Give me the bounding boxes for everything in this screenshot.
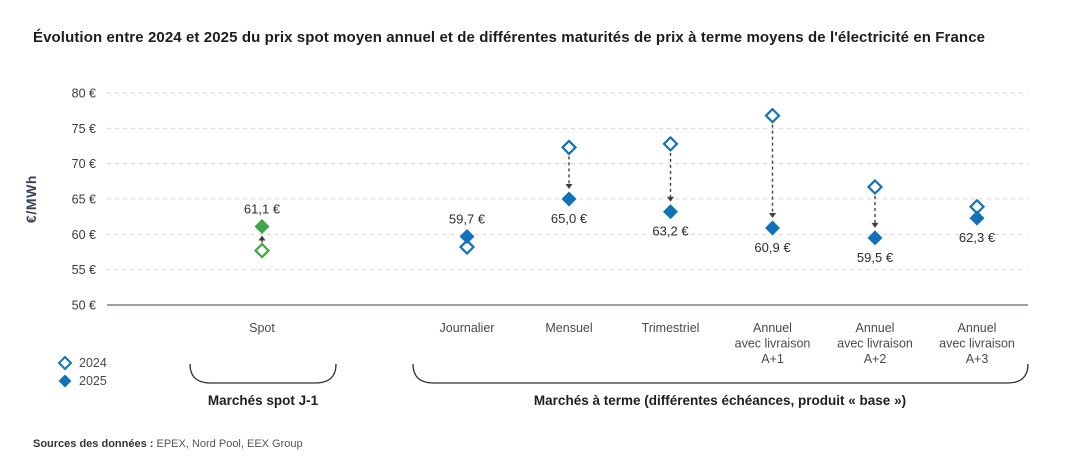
source-label: Sources des données :	[33, 438, 154, 450]
open-diamond-icon	[58, 356, 72, 370]
spot-group-label: Marchés spot J-1	[207, 393, 319, 408]
category-label: A+1	[761, 352, 784, 366]
value-label: 59,7 €	[449, 211, 486, 226]
arrowhead-down-icon	[667, 196, 674, 202]
category-label: avec livraison	[837, 337, 913, 351]
y-tick-label-50: 50 €	[72, 299, 96, 313]
y-tick-label-80: 80 €	[72, 87, 96, 101]
arrowhead-down-icon	[871, 222, 879, 228]
category-label: Mensuel	[545, 321, 592, 335]
y-tick-label-60: 60 €	[72, 228, 96, 242]
value-label: 61,1 €	[244, 202, 281, 217]
marker-2025-filled-diamond	[561, 191, 577, 207]
marker-2024-open-diamond	[662, 135, 679, 152]
category-label: A+3	[966, 352, 989, 366]
value-label: 60,9 €	[754, 240, 791, 255]
marker-2024-open-diamond	[866, 178, 884, 196]
y-tick-label-65: 65 €	[72, 193, 96, 207]
category-label: avec livraison	[735, 337, 811, 351]
chart-legend: 2024 2025	[58, 354, 107, 390]
value-label: 59,5 €	[857, 250, 894, 265]
marker-2025-filled-diamond	[867, 230, 883, 246]
y-axis-label: €/MWh	[23, 175, 39, 223]
marker-2025-filled-diamond	[765, 220, 780, 236]
marker-2024-open-diamond	[764, 107, 781, 124]
legend-label-2024: 2024	[79, 356, 107, 370]
category-label: Annuel	[753, 321, 792, 335]
terme-group-bracket	[412, 363, 1029, 384]
y-tick-label-55: 55 €	[72, 263, 96, 277]
marker-2025-filled-diamond	[459, 228, 475, 244]
y-tick-label-75: 75 €	[72, 122, 96, 136]
marker-2024-open-diamond	[560, 139, 578, 156]
terme-group-label: Marchés à terme (différentes échéances, …	[533, 393, 907, 408]
category-label: Spot	[249, 321, 275, 335]
marker-2024-open-diamond	[253, 242, 271, 259]
category-label: Annuel	[958, 321, 997, 335]
value-label: 62,3 €	[959, 230, 996, 245]
source-value: EPEX, Nord Pool, EEX Group	[156, 438, 303, 450]
spot-group-bracket	[189, 363, 337, 384]
legend-item-2025: 2025	[58, 372, 107, 390]
category-label: Annuel	[856, 321, 895, 335]
arrowhead-up-icon	[258, 235, 266, 241]
value-label: 65,0 €	[551, 211, 588, 226]
marker-2024-open-diamond	[458, 238, 476, 256]
category-label: Journalier	[440, 321, 495, 335]
marker-2025-filled-diamond	[663, 204, 678, 220]
arrowhead-down-icon	[769, 212, 776, 218]
arrowhead-down-icon	[565, 184, 573, 189]
category-label: Trimestriel	[642, 321, 700, 335]
category-label: avec livraison	[939, 337, 1015, 351]
y-tick-label-70: 70 €	[72, 157, 96, 171]
marker-2025-filled-diamond	[969, 210, 985, 226]
filled-diamond-icon	[58, 374, 72, 388]
marker-2025-filled-diamond	[254, 219, 270, 235]
category-label: A+2	[864, 352, 887, 366]
source-line: Sources des données : EPEX, Nord Pool, E…	[33, 438, 303, 450]
page-title: Évolution entre 2024 et 2025 du prix spo…	[33, 29, 986, 46]
legend-label-2025: 2025	[79, 374, 107, 388]
legend-item-2024: 2024	[58, 354, 107, 372]
value-label: 63,2 €	[652, 224, 689, 239]
